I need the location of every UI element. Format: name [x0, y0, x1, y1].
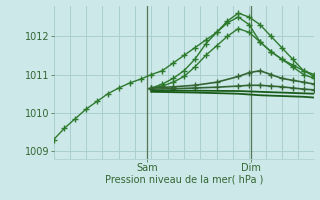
X-axis label: Pression niveau de la mer( hPa ): Pression niveau de la mer( hPa ) [105, 174, 263, 184]
